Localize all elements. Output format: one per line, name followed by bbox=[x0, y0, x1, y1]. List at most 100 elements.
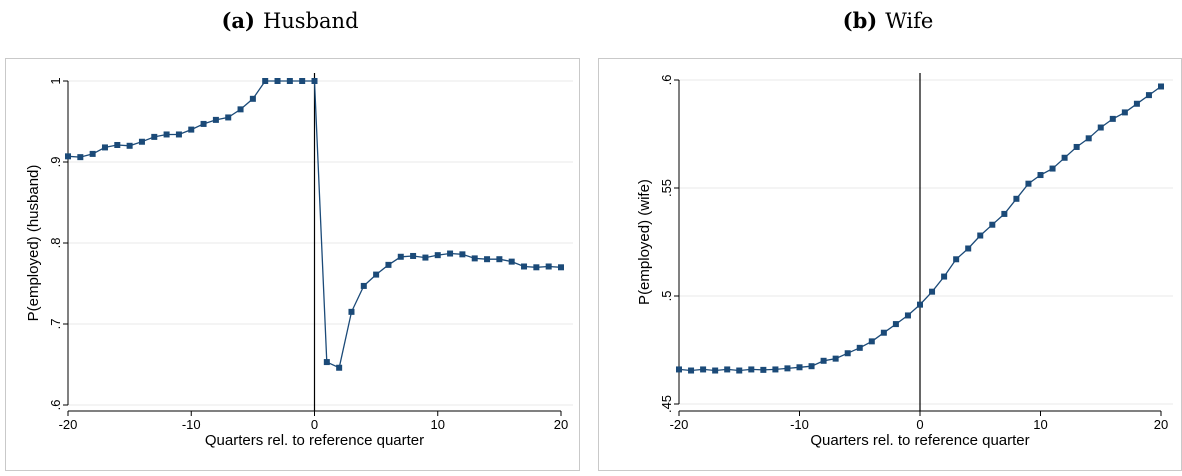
husband-data-point bbox=[175, 131, 182, 138]
husband-data-point bbox=[323, 359, 330, 366]
husband-data-point bbox=[65, 153, 71, 160]
husband-x-tick-label: 0 bbox=[311, 417, 318, 432]
husband-data-point bbox=[459, 251, 466, 258]
wife-data-point bbox=[929, 288, 936, 295]
wife-data-point bbox=[700, 366, 707, 373]
husband-data-point bbox=[101, 144, 108, 151]
husband-y-tick-label: .9 bbox=[48, 157, 63, 168]
wife-data-point bbox=[724, 366, 731, 373]
panel-title-text-wife: Wife bbox=[885, 9, 934, 33]
husband-data-point bbox=[151, 133, 158, 140]
wife-data-point bbox=[1097, 124, 1104, 131]
husband-data-point bbox=[249, 95, 256, 102]
husband-data-point bbox=[545, 263, 552, 270]
husband-data-point bbox=[286, 78, 293, 84]
husband-data-point bbox=[360, 282, 367, 289]
wife-x-tick-label: 10 bbox=[1033, 417, 1047, 432]
husband-y-axis-title: P(employed) (husband) bbox=[25, 165, 42, 322]
husband-data-point bbox=[212, 116, 219, 123]
panel-wife: (b) Wife .45 .5 .55 .6 -20 -10 0 10 20 Quarters re… bbox=[598, 0, 1182, 476]
husband-data-point bbox=[434, 252, 441, 259]
wife-data-point bbox=[1133, 100, 1140, 107]
husband-data-point bbox=[508, 258, 515, 265]
husband-data-point bbox=[521, 263, 528, 270]
husband-data-point bbox=[126, 142, 133, 149]
wife-data-point bbox=[868, 338, 875, 345]
wife-data-point bbox=[1073, 143, 1080, 150]
wife-data-point bbox=[796, 364, 803, 371]
husband-x-tick-label: -10 bbox=[182, 417, 201, 432]
wife-data-point bbox=[760, 366, 767, 373]
husband-data-point bbox=[299, 78, 306, 84]
husband-data-point bbox=[138, 138, 145, 145]
wife-data-point bbox=[856, 344, 863, 351]
husband-x-tick-label: -20 bbox=[59, 417, 78, 432]
wife-y-tick-label: .6 bbox=[659, 75, 674, 86]
wife-x-tick-label: -10 bbox=[790, 417, 809, 432]
husband-y-tick-label: 1 bbox=[48, 77, 63, 84]
wife-data-point bbox=[1025, 180, 1032, 187]
panel-title-wife: (b) Wife bbox=[598, 8, 1178, 33]
panel-letter-b: (b) bbox=[842, 8, 878, 33]
wife-data-point bbox=[832, 355, 839, 362]
husband-data-point bbox=[484, 256, 491, 263]
husband-data-point bbox=[533, 264, 540, 271]
husband-y-tick-label: .8 bbox=[48, 238, 63, 249]
wife-data-point bbox=[904, 312, 911, 319]
husband-x-axis-title: Quarters rel. to reference quarter bbox=[205, 432, 424, 449]
wife-data-point bbox=[1121, 109, 1128, 116]
wife-data-point bbox=[953, 256, 960, 263]
panel-title-husband: (a) Husband bbox=[0, 8, 580, 33]
wife-x-tick-label: 20 bbox=[1154, 417, 1168, 432]
wife-data-point bbox=[772, 366, 779, 373]
chart-husband: .6 .7 .8 .9 1 -20 -10 0 10 20 Quarters rel. to ref… bbox=[25, 73, 573, 449]
chart-frame-husband: .6 .7 .8 .9 1 -20 -10 0 10 20 Quarters rel. to ref… bbox=[5, 58, 580, 471]
husband-data-point bbox=[237, 106, 244, 113]
wife-data-point bbox=[736, 367, 743, 374]
wife-y-tick-label: .45 bbox=[659, 395, 674, 413]
wife-data-point bbox=[1049, 165, 1056, 172]
wife-data-point bbox=[712, 367, 719, 374]
wife-x-axis-title: Quarters rel. to reference quarter bbox=[810, 432, 1029, 449]
wife-data-point bbox=[1061, 154, 1068, 161]
wife-data-point bbox=[748, 366, 755, 373]
wife-data-point bbox=[1013, 195, 1020, 202]
husband-data-point bbox=[311, 78, 318, 84]
wife-data-point bbox=[917, 301, 923, 308]
chart-frame-wife: .45 .5 .55 .6 -20 -10 0 10 20 Quarters rel. to re… bbox=[598, 58, 1182, 471]
wife-data-point bbox=[808, 363, 815, 370]
wife-data-point bbox=[1158, 83, 1164, 90]
wife-data-point bbox=[1145, 92, 1152, 99]
wife-data-point bbox=[688, 367, 695, 374]
wife-data-point bbox=[989, 221, 996, 228]
wife-data-point bbox=[1037, 172, 1044, 179]
husband-data-point bbox=[262, 78, 269, 84]
wife-data-point bbox=[676, 366, 682, 373]
husband-x-tick-label: 20 bbox=[554, 417, 568, 432]
husband-data-point bbox=[163, 131, 170, 138]
husband-data-point bbox=[558, 264, 564, 271]
wife-data-point bbox=[1109, 115, 1116, 122]
husband-data-point bbox=[471, 255, 478, 262]
panel-husband: (a) Husband .6 .7 .8 .9 1 -20 -10 0 10 20 Quarters … bbox=[0, 0, 580, 476]
wife-data-point bbox=[784, 365, 791, 372]
wife-y-axis-title: P(employed) (wife) bbox=[636, 179, 653, 305]
husband-data-point bbox=[188, 126, 195, 133]
husband-data-point bbox=[373, 271, 380, 278]
wife-data-point bbox=[941, 273, 948, 280]
chart-wife: .45 .5 .55 .6 -20 -10 0 10 20 Quarters rel. to re… bbox=[636, 73, 1173, 449]
husband-y-tick-label: .7 bbox=[48, 319, 63, 330]
husband-data-point bbox=[496, 256, 503, 263]
husband-data-point bbox=[422, 254, 429, 261]
wife-data-point bbox=[844, 350, 851, 357]
husband-data-point bbox=[225, 114, 232, 121]
husband-data-point bbox=[385, 261, 392, 268]
husband-data-point bbox=[397, 253, 404, 260]
wife-y-tick-label: .55 bbox=[659, 179, 674, 197]
wife-y-tick-label: .5 bbox=[659, 291, 674, 302]
wife-data-point bbox=[977, 232, 984, 239]
wife-x-tick-label: -20 bbox=[670, 417, 689, 432]
wife-data-point bbox=[820, 357, 827, 364]
panel-letter-a: (a) bbox=[221, 8, 255, 33]
husband-data-point bbox=[348, 308, 355, 315]
